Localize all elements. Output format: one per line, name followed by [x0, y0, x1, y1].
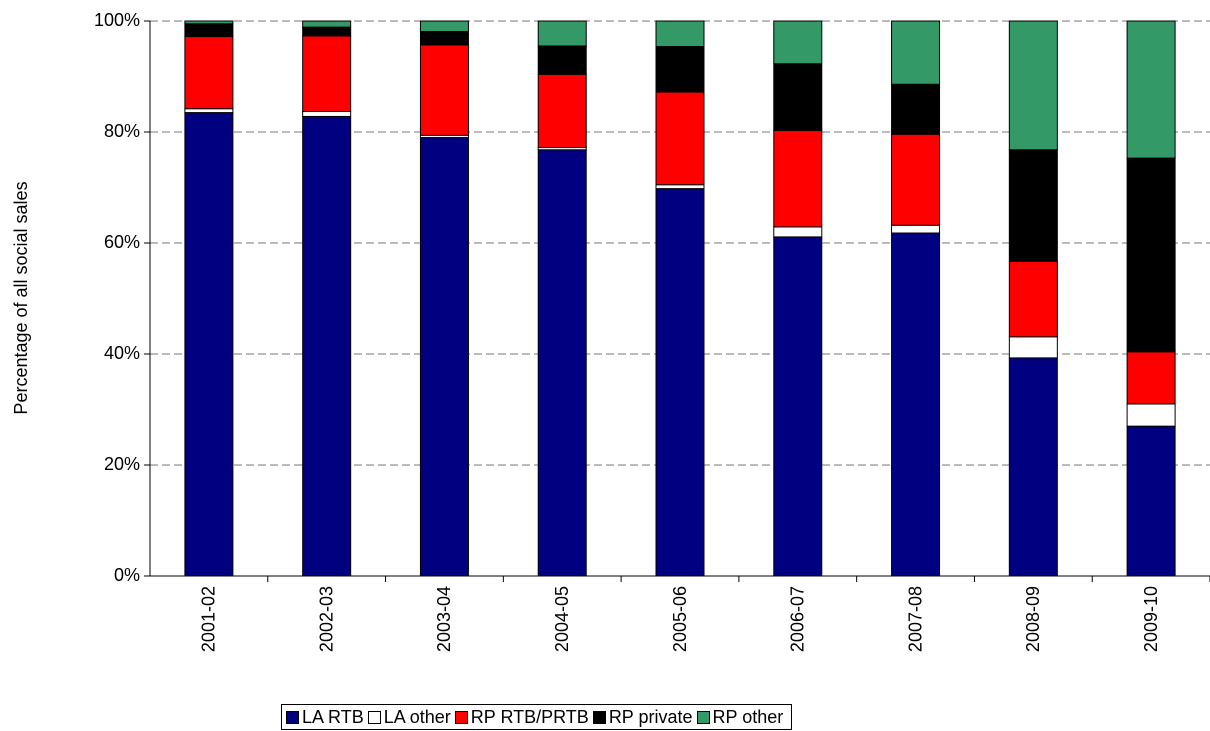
legend: LA RTB LA other RP RTB/PRTB RP private RP ot…	[281, 704, 793, 730]
bar-segment	[891, 20, 941, 85]
bar-segment	[773, 129, 823, 228]
bar-segment	[655, 91, 705, 186]
y-tick-label: 40%	[104, 343, 140, 363]
x-tick-label: 2009-10	[1141, 586, 1161, 652]
bar-segment	[773, 20, 823, 65]
bar-segment	[537, 45, 587, 75]
bar-segment	[891, 232, 941, 577]
bar-segment	[419, 20, 469, 33]
bar-segment	[1008, 20, 1058, 151]
bar-segment	[184, 108, 234, 114]
bar-segment	[184, 20, 234, 25]
bar-segment	[1008, 357, 1058, 577]
bar-segment	[1126, 20, 1176, 159]
bar-segment	[891, 133, 941, 226]
bar-segment	[891, 83, 941, 135]
bar-segment	[1126, 425, 1176, 577]
bar-segment	[419, 31, 469, 46]
bar-segment	[655, 20, 705, 48]
y-tick-label: 100%	[94, 10, 140, 30]
legend-item: RP RTB/PRTB	[454, 706, 589, 728]
bar-segment	[302, 115, 352, 577]
y-tick-label: 60%	[104, 232, 140, 252]
y-tick-label: 80%	[104, 121, 140, 141]
bar-segment	[1008, 260, 1058, 338]
y-tick-label: 0%	[114, 565, 140, 585]
chart: Percentage of all social sales 0% 20% 40% 6…	[11, 10, 1210, 652]
bar-segment	[302, 20, 352, 28]
legend-item: LA RTB	[286, 707, 364, 728]
legend-label: RP RTB/PRTB	[470, 706, 589, 727]
legend-swatch	[454, 710, 468, 724]
bar-segment	[655, 188, 705, 577]
bar-segment	[419, 137, 469, 577]
bar-segment	[302, 110, 352, 117]
x-tick-label: 2006-07	[788, 586, 808, 652]
bar-segment	[1126, 403, 1176, 427]
bar-segment	[655, 184, 705, 190]
bar-segment	[773, 236, 823, 577]
bar-segment	[184, 36, 234, 110]
bar-segment	[1008, 336, 1058, 359]
x-tick-label: 2002-03	[316, 586, 336, 652]
x-tick-label: 2005-06	[670, 586, 690, 652]
y-tick-label: 20%	[104, 454, 140, 474]
bar-segment	[1008, 149, 1058, 262]
bar-segment	[419, 44, 469, 136]
x-tick-label: 2004-05	[552, 586, 572, 652]
bar-segment	[773, 226, 823, 238]
legend-swatch	[286, 710, 299, 724]
x-tick-label: 2003-04	[434, 586, 454, 652]
x-tick-label: 2001-02	[199, 586, 219, 652]
legend-swatch	[696, 710, 710, 724]
legend-swatch	[592, 710, 606, 724]
legend-item: LA other	[367, 706, 451, 728]
x-tick-label: 2008-09	[1023, 586, 1043, 652]
bar-segment	[302, 26, 352, 37]
bar-segment	[537, 149, 587, 577]
bar-segment	[184, 23, 234, 38]
y-axis-label: Percentage of all social sales	[11, 181, 31, 414]
legend-label: RP other	[712, 706, 784, 727]
legend-label: RP private	[608, 706, 693, 727]
bar-segment	[537, 73, 587, 149]
bar-segment	[184, 112, 234, 577]
bar-segment	[891, 224, 941, 234]
bar-segment	[302, 35, 352, 112]
legend-item: RP private	[592, 706, 693, 728]
bar-segment	[1126, 351, 1176, 405]
legend-label: LA other	[383, 706, 451, 727]
legend-label: LA RTB	[302, 706, 364, 727]
bar-segment	[655, 46, 705, 93]
bar-segment	[537, 20, 587, 47]
bar-segment	[1126, 157, 1176, 353]
x-tick-label: 2007-08	[905, 586, 925, 652]
legend-swatch	[367, 710, 381, 724]
legend-item: RP other	[696, 706, 784, 728]
bar-segment	[773, 63, 823, 131]
